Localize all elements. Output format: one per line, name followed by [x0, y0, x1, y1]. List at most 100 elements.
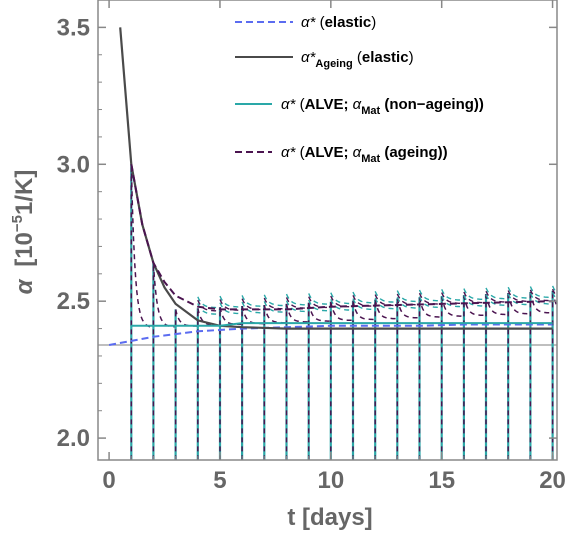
series-line-alve_nonageing [131, 322, 553, 327]
cycle-band-line [330, 299, 354, 311]
cycle-band-line [263, 294, 287, 307]
x-tick-label: 20 [539, 467, 566, 494]
cycle-band-line [285, 293, 309, 306]
cycle-band-line [418, 296, 442, 309]
legend-bold-text: ALVE; [305, 144, 353, 161]
cycle-band-line [197, 299, 220, 312]
legend-subscript: Ageing [315, 58, 352, 70]
legend-bold-text: ALVE; [305, 96, 353, 113]
y-tick-label: 2.0 [57, 425, 90, 452]
cycle-band-line [507, 290, 531, 303]
cycle-band-line [485, 287, 509, 300]
cycle-band-line [352, 291, 376, 304]
cycle-band-line [441, 292, 464, 305]
legend-alpha-star: α* [301, 49, 317, 66]
legend-entry-elastic: α* (elastic) [301, 14, 376, 31]
cycle-band-line [396, 293, 420, 306]
cycle-band-line [308, 293, 331, 305]
cycle-band-line [352, 295, 376, 307]
cycle-decay-ageing [263, 304, 287, 324]
cycle-decay-ageing [485, 293, 509, 316]
x-axis-unit: [days] [302, 504, 373, 531]
cycle-band-line [241, 295, 265, 307]
legend-tail: (ageing)) [380, 144, 448, 161]
legend-entry-alve_nonageing: α* (ALVE; αMat (non−ageing)) [281, 96, 484, 117]
legend-suffix: ) [371, 14, 376, 31]
legend-alpha: α [353, 96, 362, 113]
x-axis-symbol: t [287, 504, 295, 531]
cycle-band-line [485, 290, 509, 303]
cycle-decay-ageing [330, 301, 353, 322]
cycle-band-line [418, 292, 442, 305]
legend-suffix: ) [409, 49, 414, 66]
legend-tail: (non−ageing)) [380, 96, 484, 113]
y-axis-unit-prefix: [10 [11, 232, 38, 267]
cycle-decay-ageing [529, 291, 553, 314]
legend: α* (elastic)α*Ageing (elastic)α* (ALVE; … [235, 14, 484, 165]
legend-bold-text: elastic [325, 14, 372, 31]
cycle-band-line [374, 291, 398, 303]
series-line-elastic [108, 323, 553, 346]
x-tick-label: 5 [213, 467, 226, 494]
y-axis-exponent: −5 [9, 215, 26, 232]
cycle-band-line [263, 301, 287, 313]
legend-entry-alve_ageing: α* (ALVE; αMat (ageing)) [281, 144, 448, 165]
cycle-band-line [285, 297, 309, 309]
cycle-band-line [396, 296, 420, 309]
cycle-decay-ageing [418, 297, 442, 318]
x-axis-label: t [days] [287, 504, 372, 531]
y-tick-label: 3.0 [57, 151, 90, 178]
cycle-decay-ageing [152, 262, 176, 328]
x-tick-label: 10 [317, 467, 344, 494]
cycle-band-line [441, 289, 464, 301]
legend-bold-text: elastic [362, 49, 409, 66]
cycle-band-line [241, 301, 265, 314]
cycle-band-line [308, 299, 331, 312]
cycle-band-line [463, 291, 487, 304]
cycle-band-line [330, 292, 353, 305]
plot-area [97, 0, 558, 461]
cycle-band-line [308, 296, 331, 309]
x-tick-label: 15 [428, 467, 455, 494]
series-line-ageing_elastic [119, 27, 553, 330]
y-tick-label: 2.5 [57, 288, 90, 315]
legend-subscript: Mat [361, 153, 380, 165]
cycle-band-line [441, 295, 464, 308]
cycle-band-line [241, 298, 265, 311]
cycle-band-line [551, 285, 557, 294]
y-axis-symbol: α [11, 278, 38, 294]
y-axis-label: α [10−51/K] [9, 170, 38, 295]
cycle-band-line [219, 302, 243, 315]
y-axis-unit-suffix: 1/K] [11, 170, 38, 215]
legend-alpha-star: α* [281, 144, 297, 161]
legend-paren: ( [353, 49, 362, 66]
cycle-decay-ageing [440, 296, 464, 317]
cycle-decay-ageing [507, 292, 531, 315]
cycle-band-line [396, 290, 420, 303]
legend-prefix: ( [295, 96, 304, 113]
cycle-decay-ageing [463, 295, 486, 317]
cycle-band-line [219, 295, 243, 308]
cycle-band-line [507, 286, 531, 299]
legend-alpha-star: α* [281, 96, 297, 113]
cycle-decay-ageing [396, 298, 420, 319]
cycle-decay-ageing [130, 164, 154, 329]
cycle-decay-ageing [374, 299, 398, 320]
cycle-band-line [463, 294, 486, 307]
legend-alpha-star: α* [301, 14, 317, 31]
cycle-band-line [352, 298, 376, 311]
axis-ticks: 0 5 10 15 20 2.0 2.5 3.0 3.5 [57, 0, 566, 494]
cycle-band-line [529, 286, 553, 299]
legend-subscript: Mat [361, 105, 380, 117]
cycle-band-line [197, 296, 220, 309]
cycle-band-line [485, 294, 509, 307]
cycle-band-line [263, 297, 287, 310]
x-tick-label: 0 [102, 467, 115, 494]
y-tick-label: 3.5 [57, 14, 90, 41]
plot-frame [97, 0, 558, 461]
legend-alpha: α [353, 144, 362, 161]
cycle-decay-ageing [285, 303, 309, 323]
cycle-band-line [330, 295, 354, 308]
legend-entry-ageing_elastic: α*Ageing (elastic) [301, 49, 414, 70]
